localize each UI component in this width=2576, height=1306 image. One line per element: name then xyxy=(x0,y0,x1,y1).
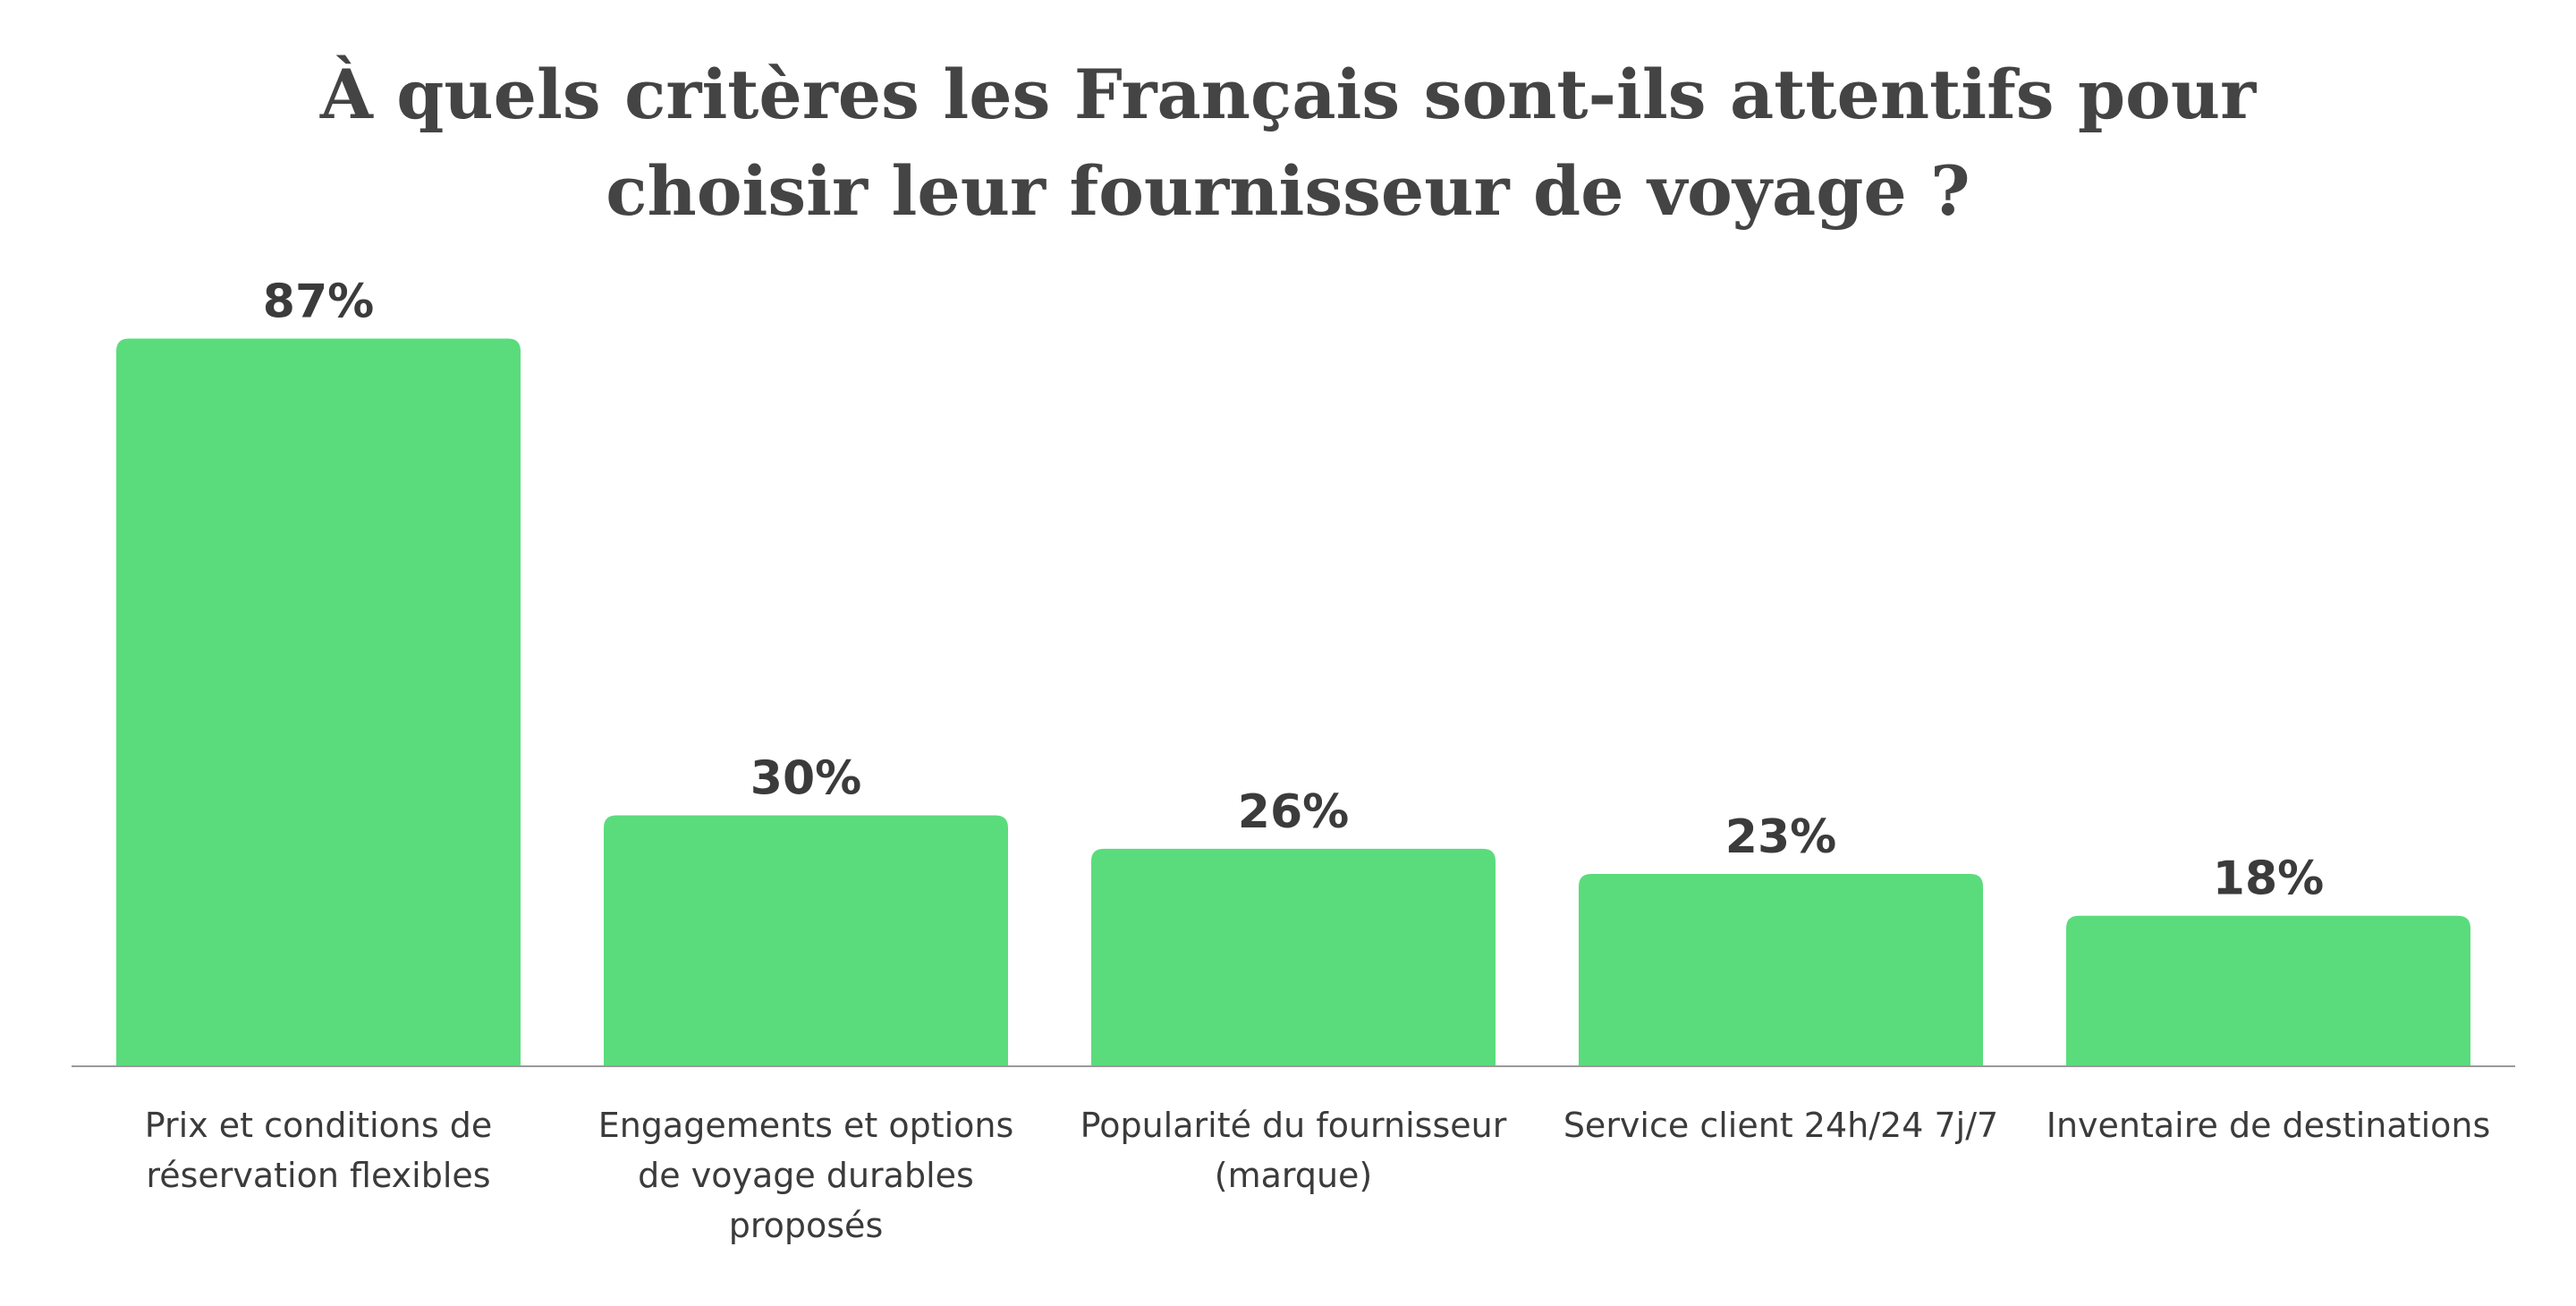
bars-group xyxy=(116,338,2470,1066)
bar-3 xyxy=(1091,848,1496,1066)
category-label-3-line-2: (marque) xyxy=(1214,1156,1373,1195)
bar-value-label-1: 87% xyxy=(263,276,374,329)
bar-5 xyxy=(2066,915,2470,1066)
category-label-3-line-1: Popularité du fournisseur xyxy=(1080,1106,1507,1145)
bar-value-label-5: 18% xyxy=(2213,852,2324,906)
category-label-4-line-1: Service client 24h/24 7j/7 xyxy=(1563,1106,1999,1145)
chart-title: À quels critères les Français sont-ils a… xyxy=(0,47,2576,240)
chart-title-line-1: À quels critères les Français sont-ils a… xyxy=(319,55,2257,134)
bar-value-label-3: 26% xyxy=(1238,785,1349,839)
bar-2 xyxy=(604,815,1008,1066)
category-label-3: Popularité du fournisseur (marque) xyxy=(1070,1100,1517,1200)
category-label-1-line-2: réservation flexibles xyxy=(146,1156,491,1195)
category-label-2-line-2: de voyage durables xyxy=(638,1156,974,1195)
bar-1 xyxy=(116,338,521,1066)
bar-value-label-2: 30% xyxy=(750,752,861,806)
bar-value-label-4: 23% xyxy=(1725,810,1836,864)
category-label-2-line-3: proposés xyxy=(728,1206,884,1245)
value-labels-group: 87% 30% 26% 23% 18% xyxy=(263,276,2324,906)
category-label-4: Service client 24h/24 7j/7 xyxy=(1557,1100,2004,1150)
category-label-1: Prix et conditions de réservation flexibl… xyxy=(95,1100,542,1200)
bar-4 xyxy=(1579,873,1983,1066)
category-label-5-line-1: Inventaire de destinations xyxy=(2046,1106,2491,1145)
category-label-5: Inventaire de destinations xyxy=(2045,1100,2492,1150)
category-label-1-line-1: Prix et conditions de xyxy=(144,1106,493,1145)
chart-title-line-2: choisir leur fournisseur de voyage ? xyxy=(606,151,1970,231)
category-label-2-line-1: Engagements et options xyxy=(597,1106,1014,1145)
category-label-2: Engagements et options de voyage durables… xyxy=(582,1100,1030,1251)
